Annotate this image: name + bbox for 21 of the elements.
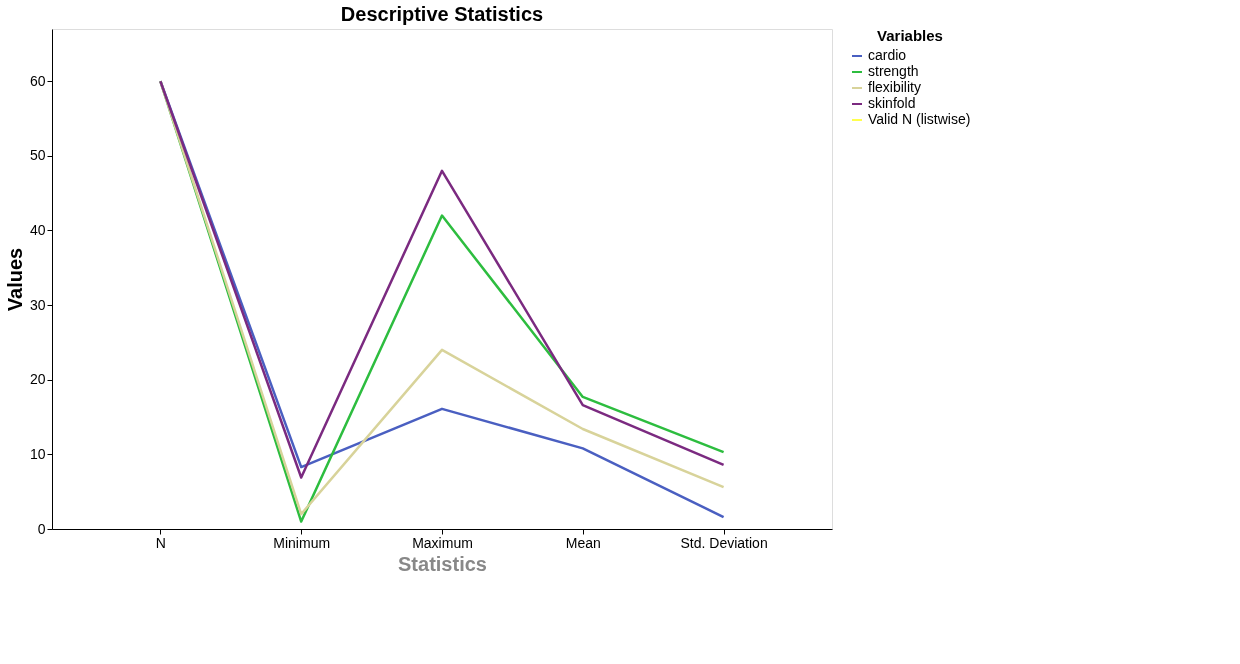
- y-tick-label: 60: [29, 72, 46, 89]
- y-tick-label: 10: [29, 445, 46, 462]
- y-tick-label: 20: [29, 371, 46, 388]
- y-tick-label: 30: [29, 296, 46, 313]
- x-tick-label: Maximum: [412, 534, 473, 551]
- x-tick-label: N: [155, 534, 166, 551]
- x-tick-label: Std. Deviation: [680, 534, 768, 551]
- legend-label: strength: [868, 63, 919, 79]
- x-tick-label: Minimum: [273, 534, 331, 551]
- legend-label: flexibility: [868, 79, 921, 95]
- legend-label: Valid N (listwise): [868, 111, 971, 127]
- y-tick-label: 0: [37, 520, 46, 537]
- x-axis-title: Statistics: [398, 552, 487, 575]
- chart-title: Descriptive Statistics: [340, 3, 544, 25]
- y-axis-title: Values: [3, 247, 26, 312]
- legend-title: Variables: [877, 27, 943, 44]
- y-tick-label: 40: [29, 221, 46, 238]
- legend-label: skinfold: [868, 95, 916, 111]
- legend-label: cardio: [868, 47, 907, 63]
- y-tick-label: 50: [29, 147, 46, 164]
- x-tick-label: Mean: [565, 534, 601, 551]
